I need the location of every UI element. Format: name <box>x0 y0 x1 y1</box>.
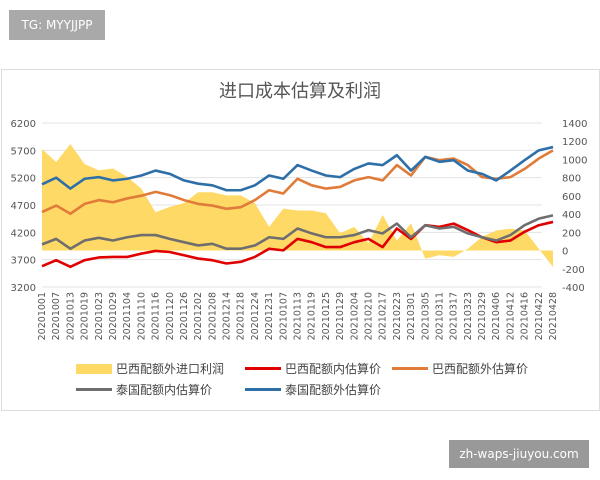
x-tick-label: 20201224 <box>250 292 261 340</box>
legend-swatch <box>245 367 281 370</box>
chart-title: 进口成本估算及利润 <box>219 81 381 102</box>
profit-area <box>42 143 553 267</box>
x-tick-label: 20201007 <box>51 292 62 340</box>
x-tick-label: 20210107 <box>278 292 289 340</box>
y-tick-label: 5700 <box>11 146 36 157</box>
y-tick-label: 4700 <box>11 201 36 212</box>
x-tick-label: 20201110 <box>136 292 147 340</box>
y2-tick-label: 1400 <box>562 119 587 130</box>
x-tick-label: 20201013 <box>65 292 76 340</box>
watermark-top: TG: MYYJJPP <box>9 10 105 40</box>
legend-swatch <box>76 363 112 374</box>
x-tick-label: 20210210 <box>363 292 374 340</box>
y2-tick-label: 0 <box>562 247 568 258</box>
x-tick-label: 20201126 <box>179 292 190 340</box>
legend-swatch <box>76 388 112 391</box>
y-tick-label: 5200 <box>11 174 36 185</box>
watermark-bottom: zh-waps-jiuyou.com <box>449 440 589 468</box>
legend-label: 巴西配额内估算价 <box>285 362 382 376</box>
x-tick-label: 20210311 <box>434 292 445 340</box>
y2-tick-label: 1000 <box>562 155 587 166</box>
x-tick-label: 20201218 <box>236 292 247 340</box>
x-tick-label: 20210416 <box>520 292 531 340</box>
x-tick-label: 20201023 <box>94 292 105 340</box>
y2-tick-label: 1200 <box>562 137 587 148</box>
y2-tick-label: -400 <box>562 283 585 294</box>
legend-item-brazil-in: 巴西配额内估算价 <box>245 360 381 377</box>
x-tick-label: 20210113 <box>293 292 304 340</box>
x-tick-label: 20210305 <box>420 292 431 340</box>
legend-label: 巴西配额外估算价 <box>432 362 529 376</box>
x-tick-label: 20210323 <box>463 292 474 340</box>
x-tick-label: 20210129 <box>335 292 346 340</box>
x-tick-label: 20210217 <box>378 292 389 340</box>
x-tick-label: 20210125 <box>321 292 332 340</box>
x-tick-label: 20210204 <box>349 292 360 340</box>
legend-item-brazil-profit: 巴西配额外进口利润 <box>76 360 224 377</box>
y-tick-label: 6200 <box>11 119 36 130</box>
x-tick-label: 20201116 <box>151 292 162 340</box>
y2-tick-label: 400 <box>562 210 581 221</box>
x-tick-label: 20201202 <box>193 292 204 340</box>
x-tick-label: 20210428 <box>548 292 559 340</box>
legend-item-brazil-out: 巴西配额外估算价 <box>392 360 528 377</box>
x-tick-label: 20201208 <box>207 292 218 340</box>
x-tick-label: 20201231 <box>264 292 275 340</box>
x-tick-label: 20210119 <box>307 292 318 340</box>
legend-label: 泰国配额外估算价 <box>285 383 382 397</box>
x-tick-label: 20210412 <box>505 292 516 340</box>
legend-item-thai-in: 泰国配额内估算价 <box>76 381 212 398</box>
x-tick-label: 20201104 <box>122 292 133 340</box>
y2-tick-label: 600 <box>562 192 581 203</box>
x-tick-label: 20210317 <box>449 292 460 340</box>
y2-tick-label: -200 <box>562 265 585 276</box>
x-tick-label: 20210329 <box>477 292 488 340</box>
y2-tick-label: 800 <box>562 174 581 185</box>
y2-tick-label: 200 <box>562 228 581 239</box>
legend-label: 泰国配额内估算价 <box>116 383 213 397</box>
legend-label: 巴西配额外进口利润 <box>116 362 225 376</box>
legend-swatch <box>245 388 281 391</box>
legend-item-thai-out: 泰国配额外估算价 <box>245 381 381 398</box>
y-tick-label: 3200 <box>11 283 36 294</box>
x-tick-label: 20210406 <box>491 292 502 340</box>
x-tick-label: 20210223 <box>392 292 403 340</box>
legend-swatch <box>392 367 428 370</box>
x-tick-label: 20210422 <box>534 292 545 340</box>
y-tick-label: 4200 <box>11 228 36 239</box>
x-tick-label: 20210301 <box>406 292 417 340</box>
y-tick-label: 3700 <box>11 256 36 267</box>
x-tick-label: 20201029 <box>108 292 119 340</box>
x-tick-label: 20201120 <box>165 292 176 340</box>
x-tick-label: 20201019 <box>80 292 91 340</box>
x-tick-label: 20201214 <box>222 292 233 340</box>
x-tick-label: 20201001 <box>37 292 48 340</box>
